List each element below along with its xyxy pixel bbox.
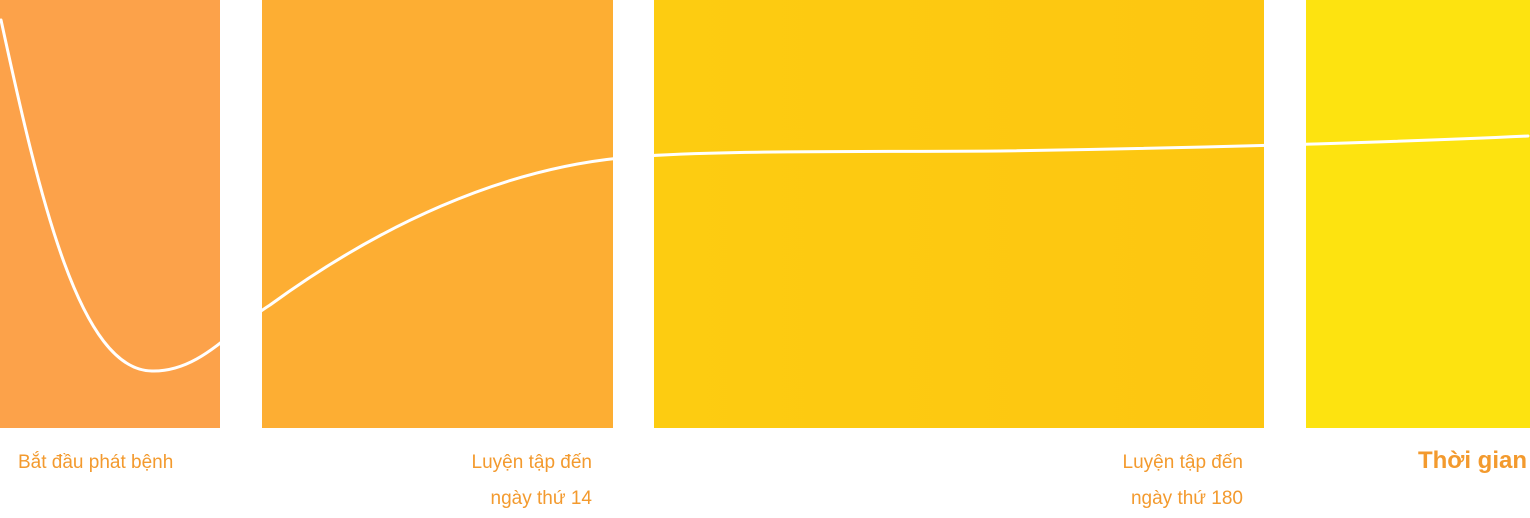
phase-band-day180 (654, 0, 1264, 428)
label-training-day180-line2: ngày thứ 180 (1130, 488, 1243, 509)
label-disease-onset-text: Bắt đầu phát bệnh (18, 452, 174, 473)
label-training-day14: Luyện tập đến ngày thứ 14 (472, 445, 592, 517)
label-training-day180-line1: Luyện tập đến (1122, 452, 1243, 473)
label-training-day14-line2: ngày thứ 14 (490, 488, 592, 509)
phase-band-onset (0, 0, 220, 428)
phase-band-beyond (1306, 0, 1530, 428)
phase-band-day14 (262, 0, 613, 428)
label-disease-onset: Bắt đầu phát bệnh (18, 445, 173, 481)
label-training-day14-line1: Luyện tập đến (471, 452, 592, 473)
time-axis-label: Thời gian (1418, 443, 1527, 479)
label-training-day180: Luyện tập đến ngày thứ 180 (1123, 445, 1243, 517)
time-axis-label-text: Thời gian (1417, 447, 1527, 474)
